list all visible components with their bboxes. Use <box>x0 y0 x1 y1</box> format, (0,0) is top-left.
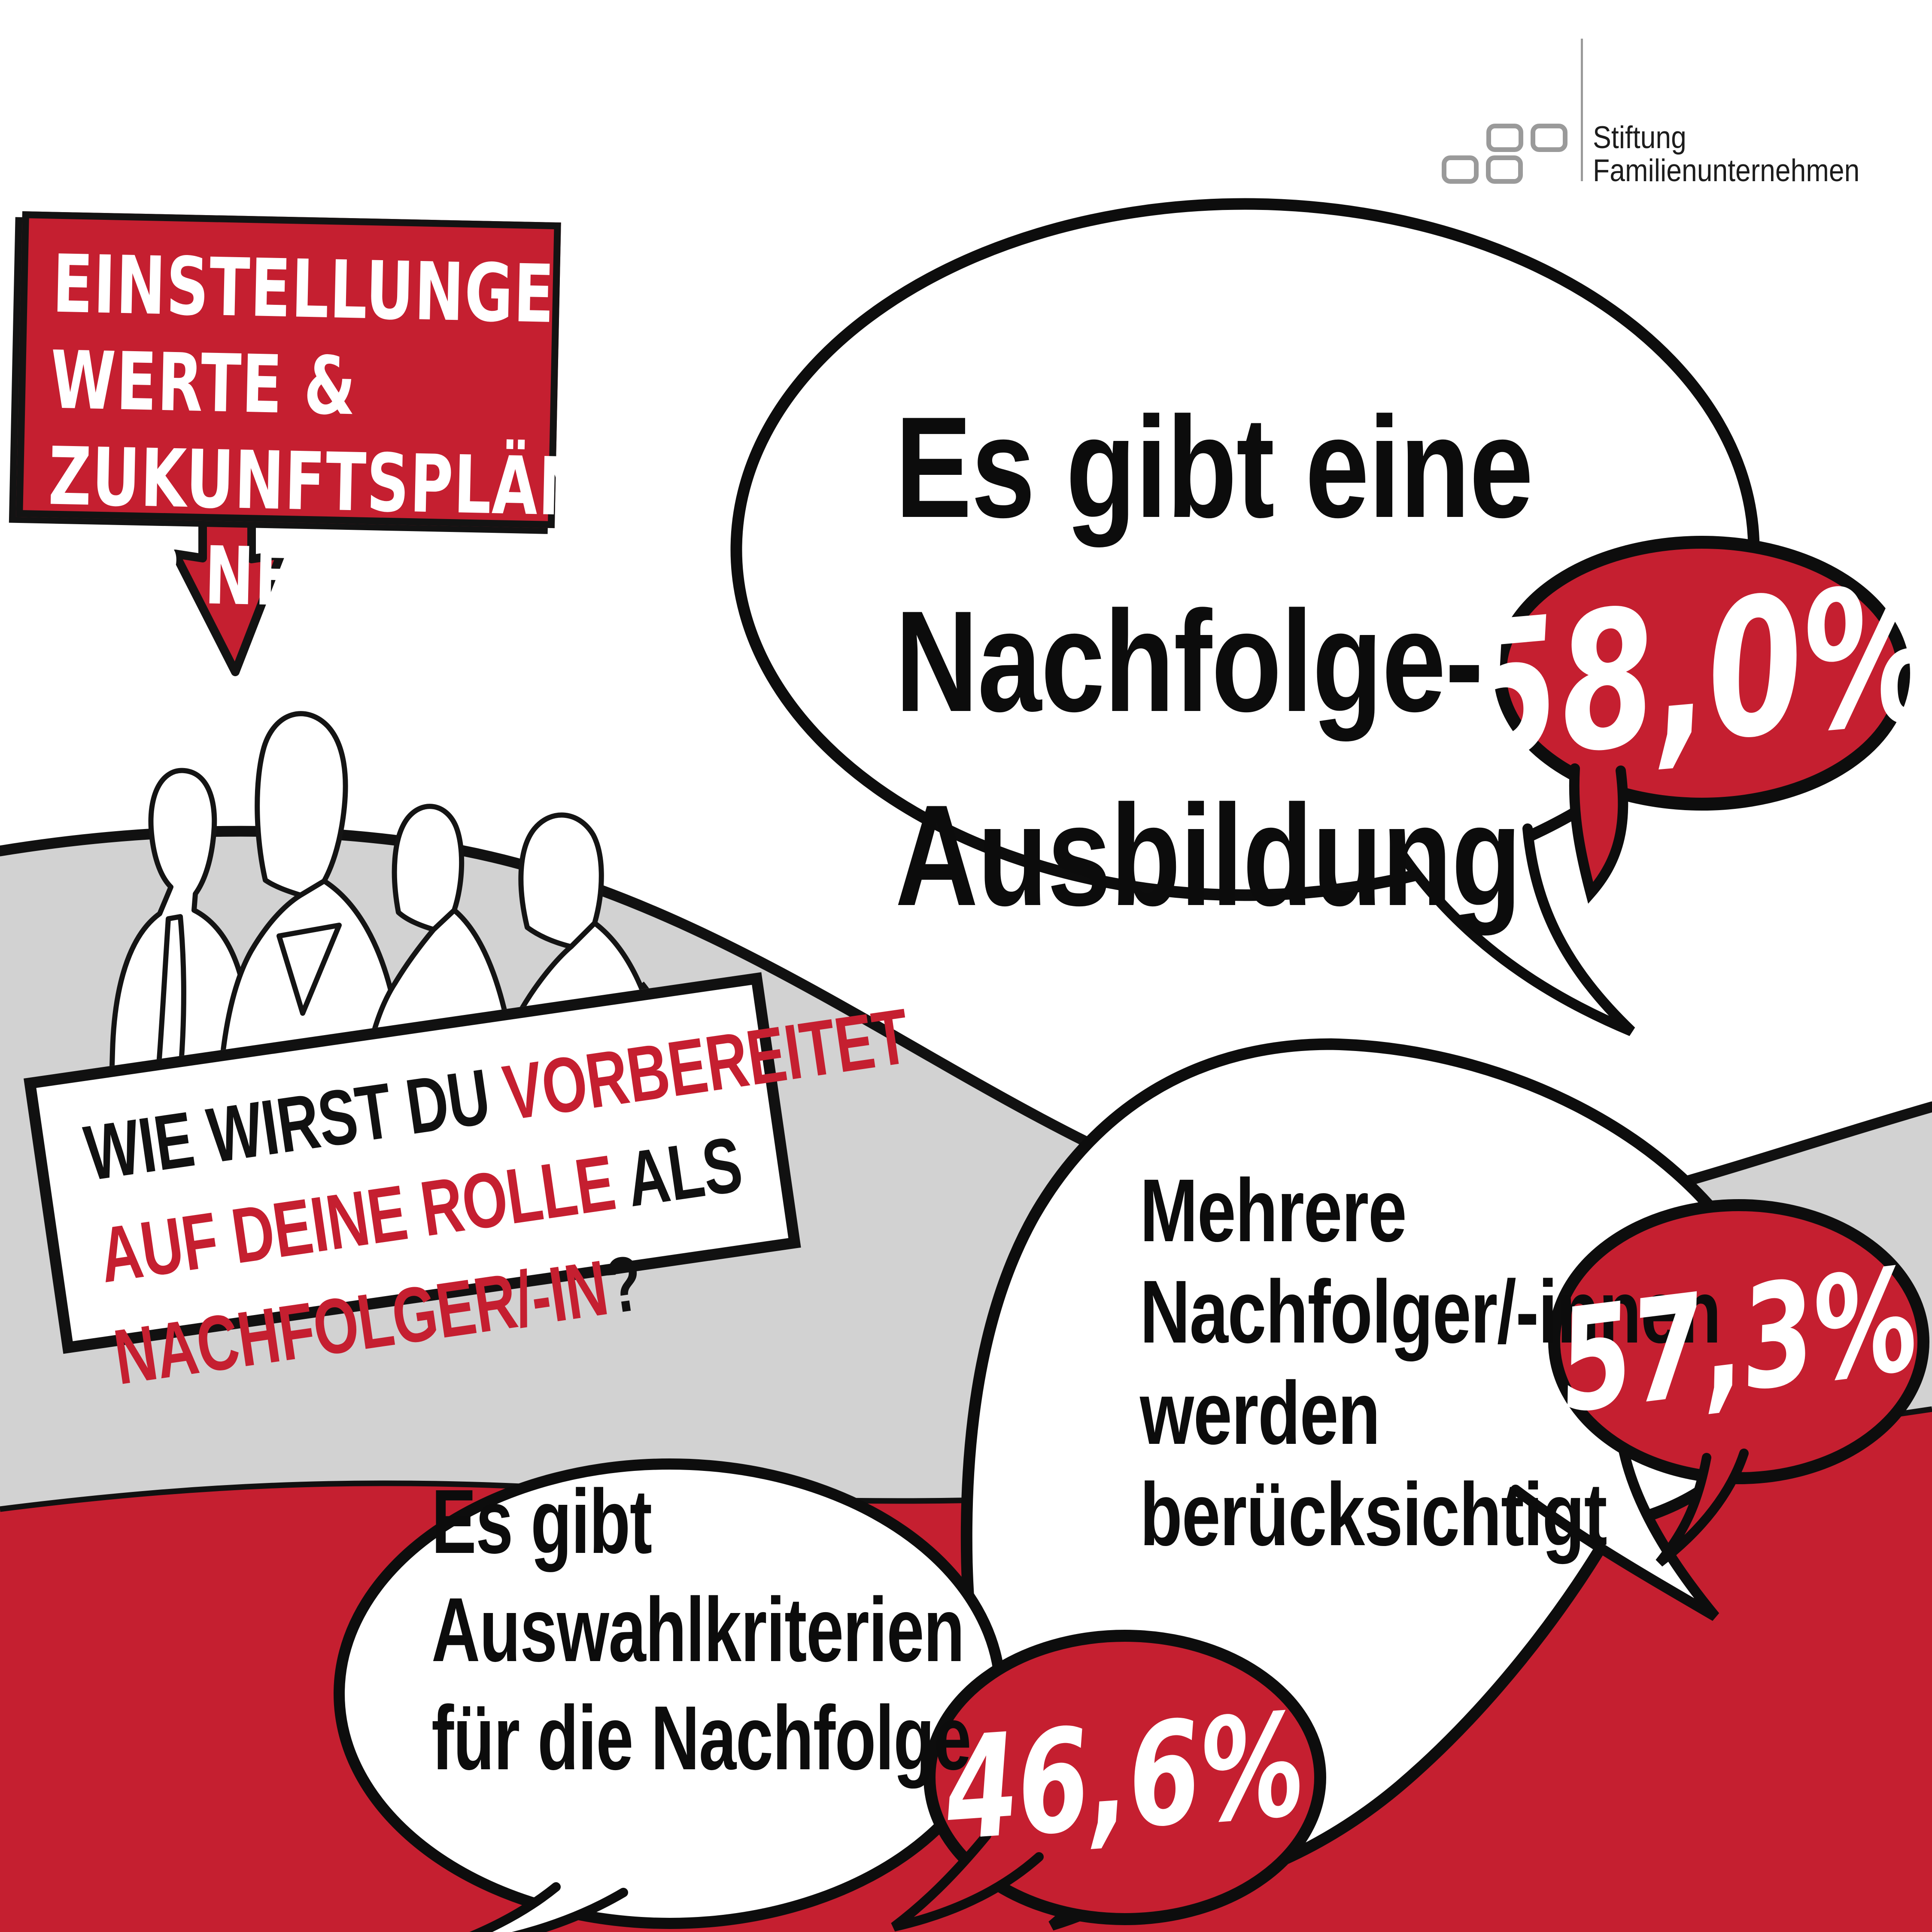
logo-divider <box>1581 39 1583 181</box>
bubble-auswahl-line: Es gibt <box>431 1470 652 1572</box>
title-line: DER NEXT GENS <box>46 526 589 630</box>
bubble-mehrere-line: Nachfolger/-innen <box>1140 1262 1721 1362</box>
logo-text-line1: Stiftung <box>1593 120 1686 155</box>
bubble-auswahl-line: Auswahlkriterien <box>431 1579 965 1680</box>
speech-bubble-mehrere-tail-right <box>1510 1442 1719 1621</box>
title-line: EINSTELLUNGEN, <box>52 237 629 343</box>
logo-square-icon <box>1486 124 1523 152</box>
bubble-auswahl-text: Es gibt Auswahlkriterien für die Nachfol… <box>431 1467 972 1792</box>
title-line: WERTE & <box>49 333 357 433</box>
bubble-mehrere-line: werden <box>1140 1364 1380 1463</box>
value-bubble-58 <box>1494 536 1910 811</box>
title-line: ZUKUNFTSPLÄNE <box>47 429 631 535</box>
value-bubble-573 <box>1548 1199 1929 1484</box>
bubble-ausbildung-text: Es gibt eine Nachfolge- Ausbildung <box>895 370 1534 952</box>
logo-square-icon <box>1486 155 1523 184</box>
value-bubble-466-tail <box>891 1831 1044 1932</box>
value-573-label: 57,3% <box>1550 1237 1927 1445</box>
title-box-text: EINSTELLUNGEN, WERTE & ZUKUNFTSPLÄNE DER… <box>46 236 635 633</box>
person-woman-2-lapel <box>276 923 342 1016</box>
logo-square-icon <box>1531 124 1567 152</box>
logo-square-icon <box>1442 155 1479 184</box>
bubble-mehrere-line: berücksichtigt <box>1140 1465 1607 1564</box>
question-line2-black: ALS <box>608 1120 747 1225</box>
person-woman-2-head <box>255 711 348 898</box>
bubble-ausbildung-line: Ausbildung <box>895 775 1522 936</box>
value-bubble-573-tail <box>1656 1449 1749 1567</box>
logo-text: Stiftung Familienunternehmen <box>1593 121 1859 187</box>
title-box: EINSTELLUNGEN, WERTE & ZUKUNFTSPLÄNE DER… <box>16 211 630 630</box>
bubble-ausbildung-line: Nachfolge- <box>895 581 1483 741</box>
bubble-ausbildung-line: Es gibt eine <box>895 387 1534 547</box>
logo: Stiftung Familienunternehmen <box>1438 30 1923 189</box>
bubble-auswahl-line: für die Nachfolge <box>431 1687 972 1789</box>
value-466-label: 46,6% <box>940 1683 1310 1872</box>
speech-bubble-auswahl-tail <box>469 1882 628 1932</box>
value-58-label: 58,0% <box>1454 542 1932 804</box>
person-woman-4-head <box>518 812 604 949</box>
speech-bubble-ausbildung-tail <box>1392 823 1635 1036</box>
value-bubble-466 <box>923 1630 1326 1925</box>
bubble-mehrere-text: Mehrere Nachfolger/-innen werden berücks… <box>1140 1160 1721 1565</box>
logo-text-line2: Familienunternehmen <box>1593 153 1860 188</box>
value-bubble-58-tail <box>1569 763 1628 904</box>
bubble-mehrere-line: Mehrere <box>1140 1161 1407 1261</box>
person-man-3-head <box>392 804 465 932</box>
